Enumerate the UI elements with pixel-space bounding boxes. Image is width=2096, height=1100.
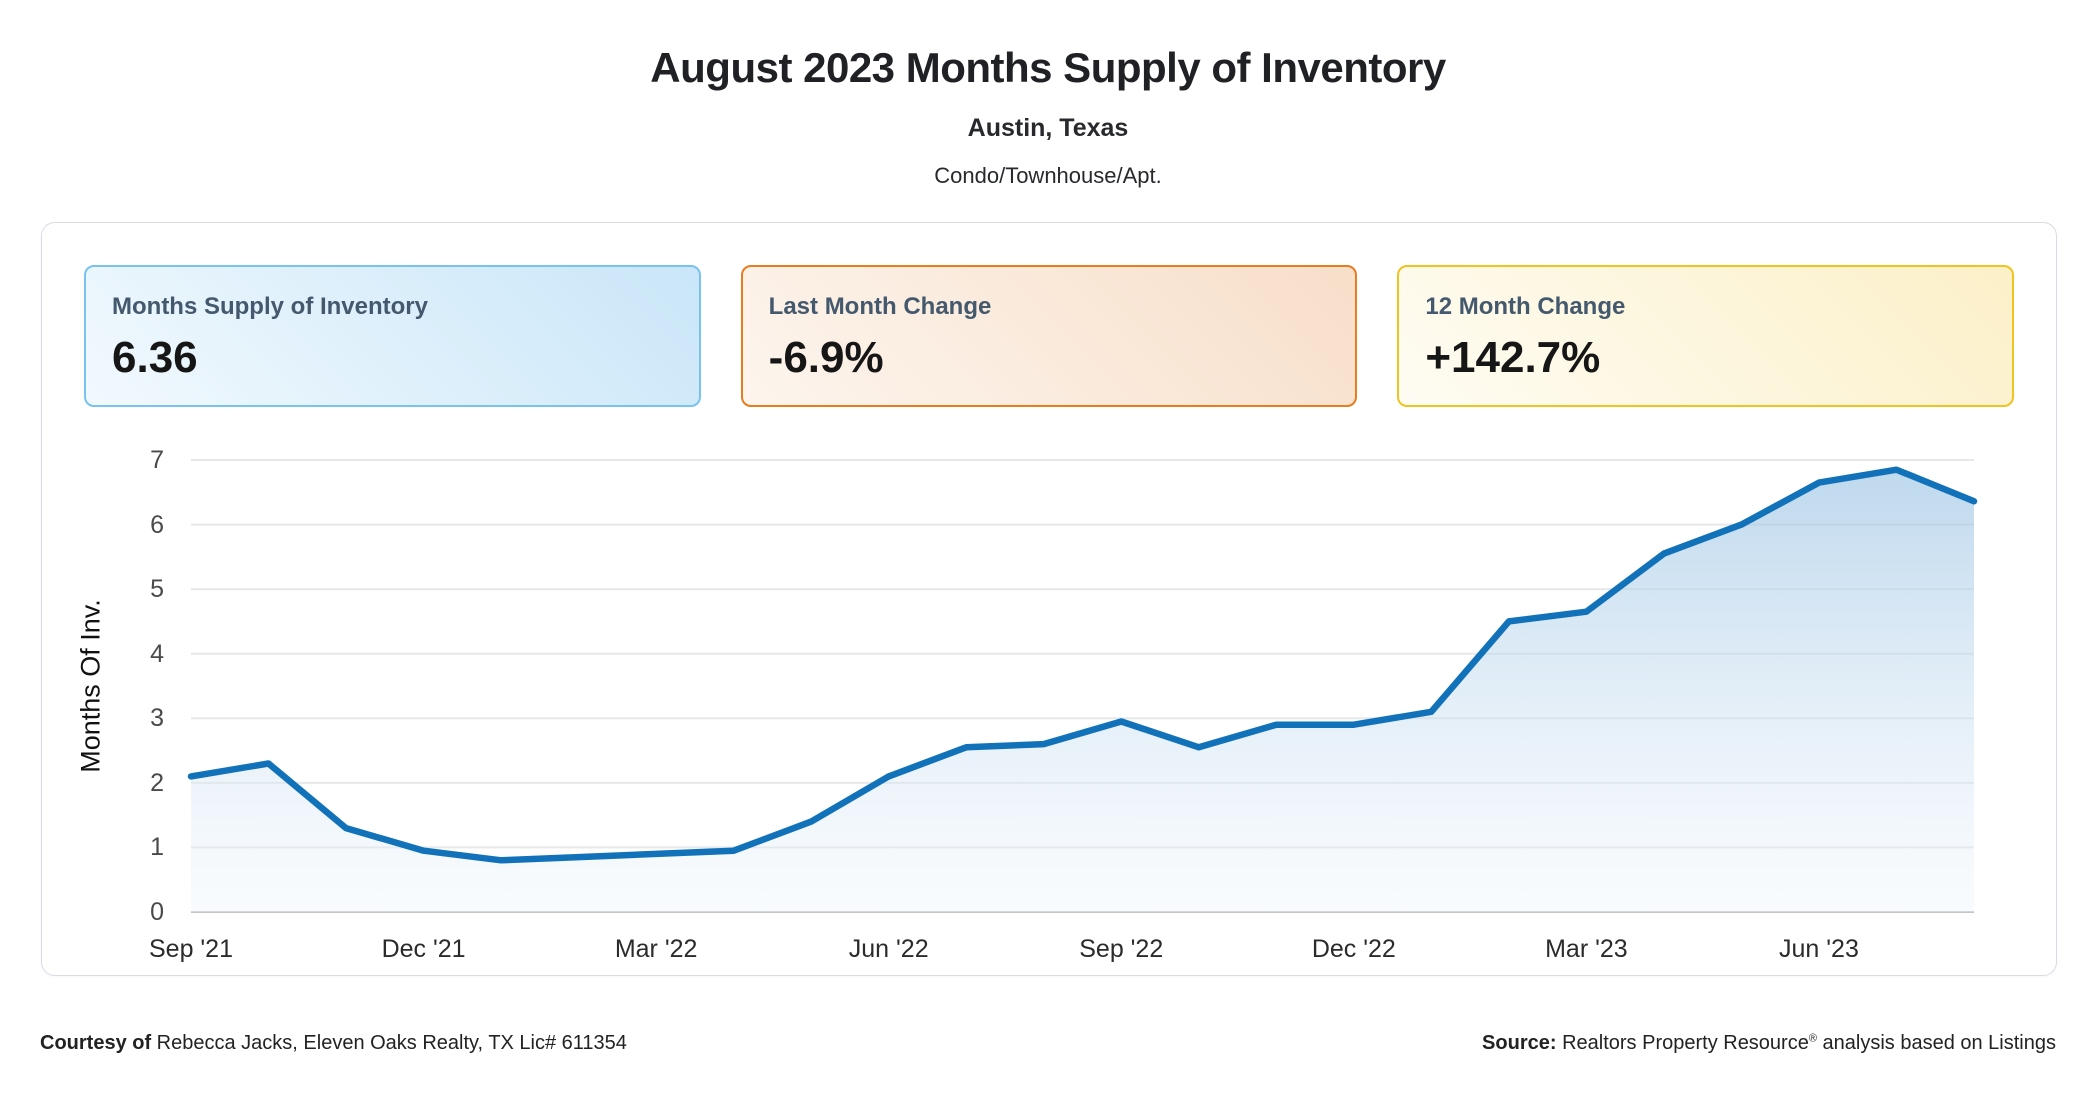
months-supply-chart: Months Of Inv. 0 1 2 3 4 5 6 7 Sep '21 Dec '21 Mar… — [42, 223, 2056, 975]
x-tick-label: Dec '21 — [381, 935, 466, 963]
x-tick-label: Jun '23 — [1779, 935, 1859, 963]
area-series — [191, 469, 1974, 912]
courtesy-text: Rebecca Jacks, Eleven Oaks Realty, TX Li… — [151, 1032, 627, 1054]
chart-canvas — [187, 459, 1978, 913]
stat-card-value: -6.9% — [768, 333, 884, 382]
source-label: Source: — [1482, 1032, 1557, 1054]
stat-card-label: Last Month Change — [768, 293, 992, 320]
x-tick-label: Jun '22 — [848, 935, 929, 963]
property-type-label: Condo/Townhouse/Apt. — [934, 163, 1162, 188]
x-tick-label: Sep '21 — [148, 935, 233, 963]
y-tick-label: 6 — [150, 510, 164, 539]
line-series — [187, 466, 1978, 864]
y-tick-label: 4 — [150, 639, 164, 668]
stat-card-value: +142.7% — [1425, 333, 1601, 382]
page-header: August 2023 Months Supply of Inventory A… — [0, 0, 2096, 189]
y-tick-label: 5 — [150, 575, 164, 604]
footer-courtesy: Courtesy of Rebecca Jacks, Eleven Oaks R… — [40, 1032, 627, 1055]
y-axis-title: Months Of Inv. — [75, 599, 106, 773]
card-12-month-change: 12 Month Change +142.7% — [1397, 265, 2015, 407]
x-tick-label: Mar '22 — [614, 935, 698, 963]
source-text-tail: analysis based on Listings — [1816, 1032, 2057, 1054]
x-tick-label: Mar '23 — [1545, 935, 1628, 963]
stat-cards-row: Months Supply of Inventory 6.36 Last Mon… — [84, 265, 2015, 407]
stat-card-label: 12 Month Change — [1425, 293, 1626, 320]
footer-source: Source: Realtors Property Resource® anal… — [1482, 1032, 2056, 1055]
y-tick-label: 3 — [150, 704, 164, 733]
stat-card-value: 6.36 — [112, 333, 198, 382]
stat-card-label: Months Supply of Inventory — [112, 293, 428, 320]
card-last-month-change: Last Month Change -6.9% — [740, 265, 1358, 407]
chart-plot-area — [187, 459, 1978, 913]
y-tick-label: 2 — [150, 768, 164, 797]
y-tick-label: 0 — [150, 898, 164, 926]
y-tick-label: 1 — [150, 833, 164, 862]
page-subtitle: Austin, Texas — [967, 114, 1129, 142]
x-tick-label: Sep '22 — [1079, 935, 1164, 963]
courtesy-label: Courtesy of — [40, 1032, 152, 1054]
x-tick-label: Dec '22 — [1311, 935, 1396, 963]
card-months-supply: Months Supply of Inventory 6.36 — [84, 265, 701, 407]
source-text: Realtors Property Resource — [1556, 1032, 1809, 1054]
report-panel: Months Supply of Inventory 6.36 Last Mon… — [41, 222, 2057, 976]
y-tick-label: 7 — [150, 446, 164, 474]
registered-trademark-symbol: ® — [1808, 1032, 1817, 1045]
page-title: August 2023 Months Supply of Inventory — [650, 44, 1446, 91]
